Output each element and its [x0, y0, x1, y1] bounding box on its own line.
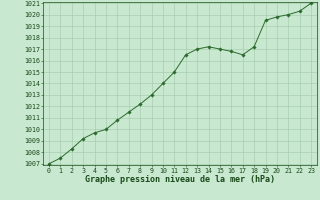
X-axis label: Graphe pression niveau de la mer (hPa): Graphe pression niveau de la mer (hPa)	[85, 175, 275, 184]
